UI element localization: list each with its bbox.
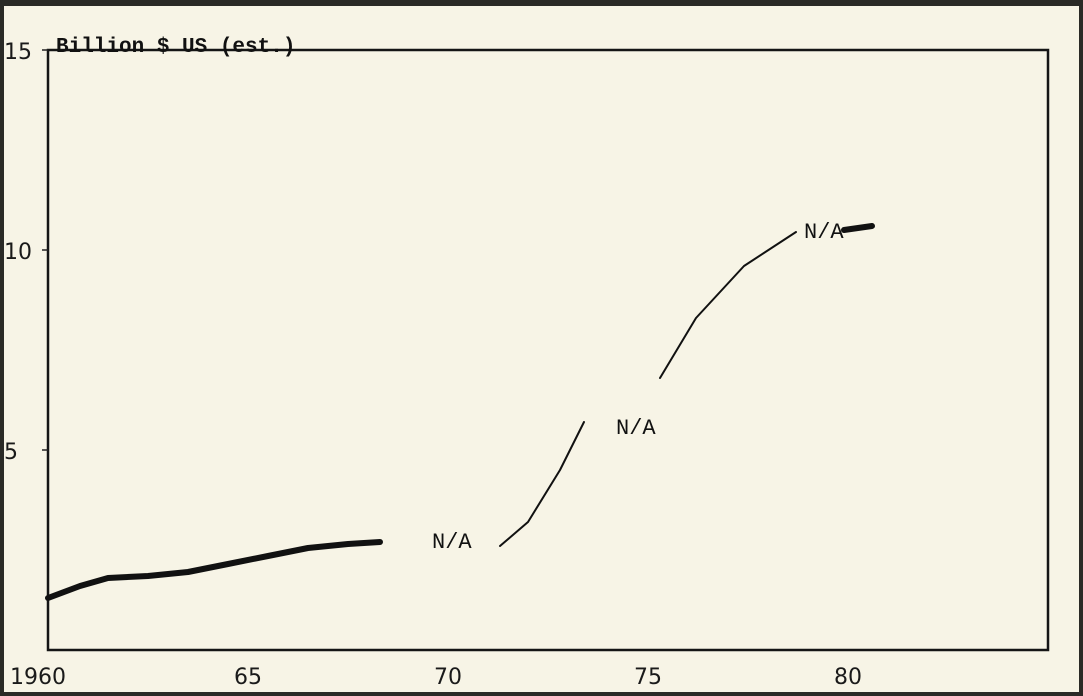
- x-tick-label: 1960: [10, 665, 66, 690]
- na-annotation: N/A: [616, 416, 656, 441]
- chart-figure: Billion $ US (est.) 15 10 5 1960 65 70 75 80 N…: [4, 6, 1079, 692]
- y-tick-label: 5: [4, 440, 18, 465]
- chart-svg: Billion $ US (est.) 15 10 5 1960 65 70 75 80 N…: [4, 36, 1050, 690]
- series-segment-1: [45, 539, 383, 601]
- series-segment-3: [659, 231, 797, 379]
- y-tick-labels: 15 10 5: [4, 40, 48, 465]
- series-segment-4: [841, 223, 875, 233]
- series-segment-2: [499, 421, 585, 547]
- na-annotation: N/A: [432, 530, 472, 555]
- x-tick-labels: 1960 65 70 75 80: [10, 665, 862, 690]
- na-annotation: N/A: [804, 220, 844, 245]
- x-tick-label: 80: [834, 665, 862, 690]
- y-tick-label: 15: [4, 40, 32, 65]
- x-tick-label: 65: [234, 665, 262, 690]
- x-tick-label: 75: [634, 665, 662, 690]
- x-tick-label: 70: [434, 665, 462, 690]
- y-tick-label: 10: [4, 240, 32, 265]
- plot-frame: [46, 48, 1050, 652]
- y-axis-label: Billion $ US (est.): [56, 36, 295, 59]
- annotations: N/A N/A N/A: [432, 220, 844, 555]
- data-series: [45, 223, 875, 601]
